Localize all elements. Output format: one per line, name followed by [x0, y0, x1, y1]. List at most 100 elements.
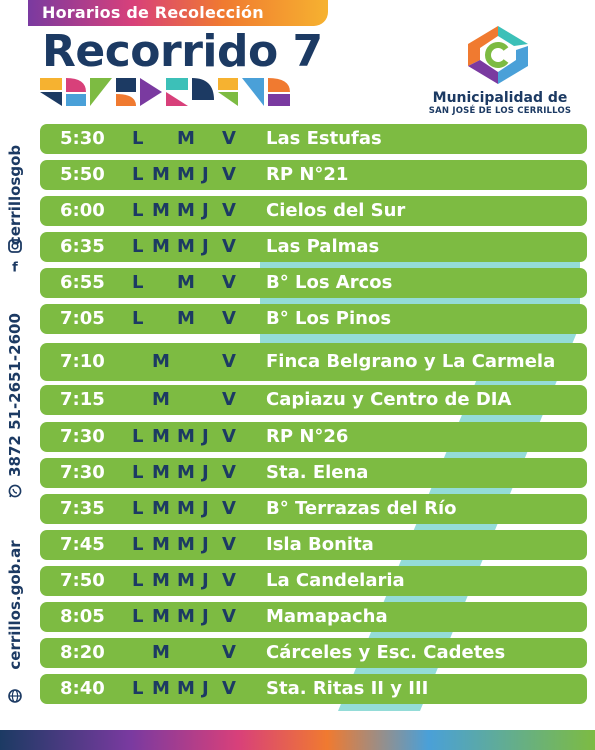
schedule-time: 7:30	[60, 462, 105, 483]
schedule-time: 7:05	[60, 308, 105, 329]
schedule-day: M	[152, 426, 170, 447]
whatsapp-icon	[8, 484, 22, 502]
schedule-day: V	[222, 308, 236, 329]
schedule-time: 5:50	[60, 164, 105, 185]
schedule-row: 7:30 L M M J V RP N°26	[40, 422, 587, 452]
schedule-day: L	[132, 426, 144, 447]
schedule-place: Cielos del Sur	[266, 200, 406, 221]
schedule-day: M	[177, 128, 195, 149]
schedule-place: Las Estufas	[266, 128, 382, 149]
schedule-day: V	[222, 498, 236, 519]
schedule-day: M	[152, 642, 170, 663]
header-banner: Horarios de Recolección	[28, 0, 328, 26]
schedule-day: V	[222, 642, 236, 663]
schedule-place: B° Los Arcos	[266, 272, 393, 293]
logo-name: Municipalidad de	[432, 90, 568, 106]
schedule-row: 7:10 M V Finca Belgrano y La Carmela	[40, 343, 587, 381]
schedule-time: 8:05	[60, 606, 105, 627]
schedule-place: Las Palmas	[266, 236, 380, 257]
schedule-day: J	[202, 498, 209, 519]
schedule-day: M	[177, 308, 195, 329]
schedule-day: V	[222, 462, 236, 483]
schedule-place: La Candelaria	[266, 570, 405, 591]
schedule-day: M	[152, 351, 170, 372]
schedule-row: 6:00 L M M J V Cielos del Sur	[40, 196, 587, 226]
schedule-row: 6:35 L M M J V Las Palmas	[40, 232, 587, 262]
schedule-day: M	[152, 164, 170, 185]
schedule-row: 7:05 L M V B° Los Pinos	[40, 304, 587, 334]
schedule-day: M	[152, 606, 170, 627]
schedule-row: 6:55 L M V B° Los Arcos	[40, 268, 587, 298]
logo-subtitle: SAN JOSÉ DE LOS CERRILLOS	[428, 106, 572, 116]
schedule-day: J	[202, 570, 209, 591]
schedule-time: 7:35	[60, 498, 105, 519]
phone-number: 3872 51-2651-2600	[6, 313, 24, 477]
schedule-time: 7:45	[60, 534, 105, 555]
route-title: Recorrido 7	[42, 26, 323, 77]
schedule-row: 7:30 L M M J V Sta. Elena	[40, 458, 587, 488]
schedule-day: M	[152, 462, 170, 483]
schedule-day: V	[222, 389, 236, 410]
schedule-day: M	[177, 678, 195, 699]
schedule-day: M	[152, 236, 170, 257]
schedule-day: L	[132, 236, 144, 257]
schedule-day: M	[152, 498, 170, 519]
schedule-place: Sta. Elena	[266, 462, 369, 483]
schedule-row: 7:35 L M M J V B° Terrazas del Río	[40, 494, 587, 524]
schedule-day: V	[222, 351, 236, 372]
schedule-day: V	[222, 534, 236, 555]
schedule-place: B° Los Pinos	[266, 308, 392, 329]
contact-sidebar: cerrillosgob f 3872 51-2651-2600 cerrill…	[0, 100, 30, 710]
schedule-day: L	[132, 498, 144, 519]
social-handle: cerrillosgob	[6, 144, 24, 246]
schedule-row: 5:50 L M M J V RP N°21	[40, 160, 587, 190]
schedule-day: L	[132, 272, 144, 293]
schedule-day: J	[202, 678, 209, 699]
schedule-day: M	[152, 389, 170, 410]
schedule-day: L	[132, 678, 144, 699]
schedule-day: M	[177, 534, 195, 555]
schedule-day: M	[177, 236, 195, 257]
schedule-day: M	[152, 678, 170, 699]
schedule-day: V	[222, 606, 236, 627]
schedule-day: L	[132, 308, 144, 329]
schedule-place: Isla Bonita	[266, 534, 374, 555]
schedule-day: L	[132, 164, 144, 185]
schedule-day: V	[222, 128, 236, 149]
schedule-row: 8:05 L M M J V Mamapacha	[40, 602, 587, 632]
bottom-color-bar	[0, 730, 595, 750]
schedule-time: 6:35	[60, 236, 105, 257]
schedule-day: J	[202, 534, 209, 555]
schedule-day: M	[177, 272, 195, 293]
instagram-icon	[8, 239, 22, 257]
website-url: cerrillos.gob.ar	[6, 540, 24, 670]
schedule-day: J	[202, 164, 209, 185]
schedule-row: 7:45 L M M J V Isla Bonita	[40, 530, 587, 560]
schedule-place: RP N°21	[266, 164, 349, 185]
schedule-day: V	[222, 200, 236, 221]
schedule-time: 5:30	[60, 128, 105, 149]
schedule-day: M	[177, 200, 195, 221]
schedule-day: M	[152, 570, 170, 591]
schedule-day: M	[177, 498, 195, 519]
schedule-day: V	[222, 570, 236, 591]
schedule-day: V	[222, 426, 236, 447]
schedule-day: M	[177, 606, 195, 627]
globe-icon	[8, 689, 23, 708]
schedule-place: Finca Belgrano y La Carmela	[266, 351, 556, 372]
schedule-day: M	[177, 164, 195, 185]
facebook-icon: f	[12, 260, 18, 276]
schedule-place: RP N°26	[266, 426, 349, 447]
schedule-day: M	[177, 426, 195, 447]
schedule-place: Sta. Ritas II y III	[266, 678, 429, 699]
schedule-day: L	[132, 606, 144, 627]
schedule-day: J	[202, 426, 209, 447]
schedule-day: V	[222, 678, 236, 699]
schedule-place: B° Terrazas del Río	[266, 498, 457, 519]
schedule-day: J	[202, 606, 209, 627]
schedule-day: J	[202, 462, 209, 483]
decorative-pattern	[40, 78, 290, 106]
schedule-time: 7:50	[60, 570, 105, 591]
schedule-time: 6:00	[60, 200, 105, 221]
banner-text: Horarios de Recolección	[42, 3, 264, 22]
